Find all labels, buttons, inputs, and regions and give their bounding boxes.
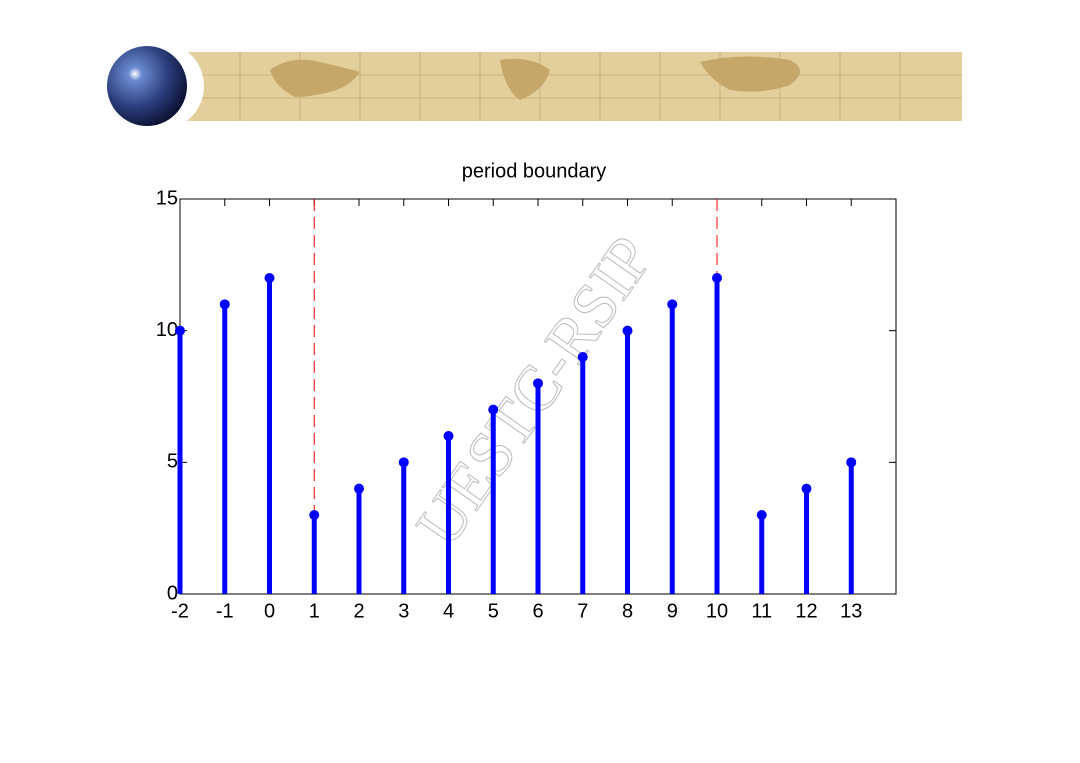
stem-head (577, 352, 588, 362)
globe (107, 46, 187, 126)
stem-head (219, 299, 230, 310)
x-tick-label: 8 (622, 600, 633, 622)
stem-head (175, 325, 185, 336)
stem-head (801, 483, 812, 494)
x-tick-label: 6 (532, 600, 543, 622)
y-tick-label: 0 (167, 582, 178, 604)
x-tick-label: 11 (751, 600, 772, 622)
x-tick-label: 10 (706, 600, 728, 622)
x-tick-label: 0 (264, 600, 275, 622)
stem-head (622, 325, 633, 336)
stem-head (443, 431, 454, 441)
y-tick-label: 5 (167, 451, 178, 473)
x-tick-label: 5 (488, 600, 499, 622)
x-tick-label: 9 (667, 600, 678, 622)
x-tick-label: 13 (840, 600, 862, 622)
x-tick-label: -1 (216, 600, 234, 622)
stem-head (264, 273, 275, 283)
x-tick-label: 3 (398, 600, 409, 622)
chart-title: period boundary (462, 160, 607, 182)
stem-head (756, 510, 767, 520)
y-tick-label: 15 (156, 187, 178, 209)
x-tick-label: -2 (171, 600, 189, 622)
stem-head (488, 404, 499, 415)
stem-head (309, 510, 320, 520)
x-tick-label: 7 (577, 600, 588, 622)
stem-head (354, 483, 364, 494)
x-tick-label: 2 (353, 600, 364, 622)
stem-head (667, 299, 678, 310)
x-tick-label: 1 (309, 600, 320, 622)
stem-head (712, 273, 722, 283)
x-tick-label: 4 (443, 600, 454, 622)
banner (107, 42, 962, 130)
stem-head (398, 457, 409, 468)
stem-head (533, 378, 543, 389)
y-tick-label: 10 (156, 319, 178, 341)
x-tick-label: 12 (795, 600, 817, 622)
stem-head (846, 457, 857, 468)
banner-map (270, 56, 800, 100)
